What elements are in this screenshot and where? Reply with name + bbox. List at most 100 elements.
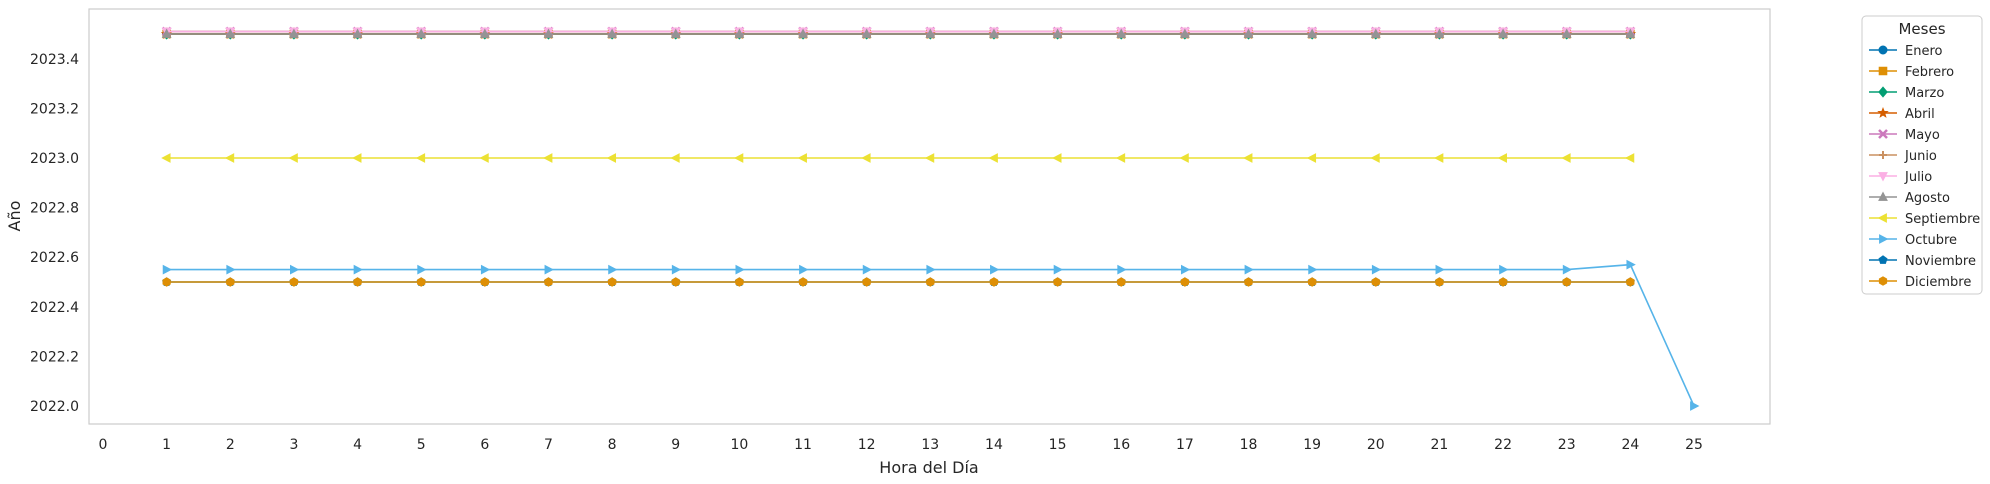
legend-marker [1877,213,1887,223]
data-point [289,28,299,38]
data-point [734,28,745,38]
data-point [480,277,489,287]
series-diciembre [162,277,1635,287]
data-point [289,277,299,287]
data-point [1561,153,1571,163]
data-point [1562,277,1571,287]
x-tick-label: 12 [858,437,876,453]
data-point [479,28,490,38]
data-point [1244,264,1254,275]
legend-marker [1878,66,1888,76]
legend-label: Septiembre [1905,212,1980,227]
x-tick-label: 18 [1240,437,1258,453]
x-tick-label: 24 [1621,437,1639,453]
y-tick-label: 2022.2 [30,349,79,365]
data-point [544,277,553,287]
data-point [1370,28,1381,38]
series-octubre [162,259,1700,411]
data-point [735,264,745,275]
data-point [1497,153,1507,163]
x-axis-ticks: 0 1 2 3 4 5 6 7 8 9 10 11 12 13 14 15 16 17 18 19 20 21 22 23 24… [99,437,1703,453]
y-tick-label: 2022.8 [30,201,79,217]
data-point [1561,28,1572,38]
data-point [161,28,172,38]
x-tick-label: 11 [794,437,812,453]
data-point [290,264,300,275]
data-point [1498,28,1508,38]
legend-label: Junio [1904,149,1937,164]
data-point [1435,277,1444,287]
data-point [162,277,171,287]
data-point [1435,264,1445,275]
legend-label: Diciembre [1905,275,1971,290]
legend-title: Meses [1898,20,1945,38]
legend-item-diciembre: Diciembre [1869,275,1971,290]
y-tick-label: 2022.4 [30,300,79,316]
data-point [1053,264,1064,275]
y-tick-label: 2022.0 [30,399,79,415]
data-point [353,277,362,287]
x-tick-label: 8 [608,437,617,453]
x-tick-label: 21 [1431,437,1449,453]
data-point [1690,401,1700,411]
data-point [926,277,935,287]
data-point [1433,153,1444,163]
legend-marker [1878,191,1888,201]
data-point [924,153,935,163]
data-point [1308,277,1317,287]
data-point [925,28,936,38]
data-point [1243,28,1254,38]
x-tick-label: 16 [1112,437,1130,453]
legend-item-febrero: Febrero [1869,65,1954,80]
data-point [735,277,744,287]
data-point [1053,277,1062,287]
data-point [798,28,808,38]
plot-area [88,8,1771,425]
data-point [353,264,364,275]
legend-marker [1878,172,1888,182]
x-tick-label: 19 [1303,437,1321,453]
data-point [1624,153,1635,163]
y-axis-ticks: 2022.0 2022.2 2022.4 2022.6 2022.8 2023.0 2023… [30,52,79,415]
data-point [226,264,236,275]
data-point [1307,28,1318,38]
x-tick-label: 14 [985,437,1003,453]
data-point [1179,28,1190,38]
data-point [1115,153,1126,163]
data-point [861,153,871,163]
legend-label: Abril [1905,107,1935,122]
data-point [1243,153,1253,163]
data-point [989,28,999,38]
data-point [861,28,872,38]
data-point [607,28,618,38]
legend-marker [1878,255,1888,264]
data-point [1434,28,1445,38]
series-layer [160,26,1700,411]
data-point [862,277,871,287]
data-point [606,153,617,163]
legend-marker [1878,129,1888,139]
data-point [288,153,298,163]
legend-marker [1878,45,1888,55]
series-agosto [161,28,1636,38]
data-point [671,264,682,275]
legend-label: Julio [1904,170,1932,185]
data-point [1117,264,1127,275]
data-point [352,153,362,163]
x-tick-label: 5 [417,437,426,453]
data-point [224,153,235,163]
x-tick-label: 23 [1558,437,1576,453]
data-point [1499,264,1509,275]
legend-label: Enero [1905,44,1943,59]
y-tick-label: 2023.4 [30,52,79,68]
legend-item-junio: Junio [1869,149,1937,164]
data-point [1498,277,1508,287]
data-point [417,264,427,275]
legend-label: Mayo [1905,128,1940,143]
x-tick-label: 22 [1494,437,1512,453]
legend-marker [1878,276,1888,286]
x-tick-label: 17 [1176,437,1194,453]
data-point [544,264,554,275]
legend-label: Octubre [1905,233,1957,248]
data-point [862,264,873,275]
